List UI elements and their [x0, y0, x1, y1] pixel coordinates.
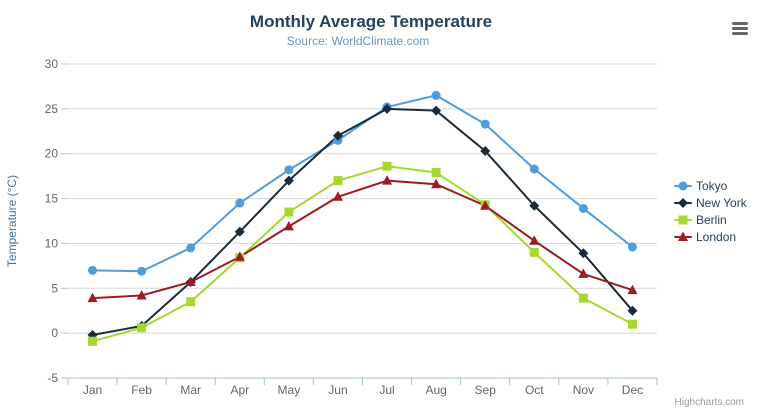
- svg-text:Feb: Feb: [131, 383, 152, 397]
- svg-text:5: 5: [51, 281, 58, 295]
- svg-text:Tokyo: Tokyo: [696, 179, 728, 193]
- svg-text:New York: New York: [696, 196, 748, 210]
- svg-text:Nov: Nov: [573, 383, 594, 397]
- svg-text:10: 10: [45, 236, 59, 250]
- svg-text:Temperature (°C): Temperature (°C): [5, 175, 19, 267]
- svg-text:Jun: Jun: [328, 383, 347, 397]
- svg-text:Mar: Mar: [180, 383, 201, 397]
- svg-text:15: 15: [45, 192, 59, 206]
- svg-text:Berlin: Berlin: [696, 213, 727, 227]
- svg-text:Apr: Apr: [230, 383, 249, 397]
- svg-text:Dec: Dec: [622, 383, 643, 397]
- svg-text:London: London: [696, 230, 736, 244]
- svg-text:Jul: Jul: [379, 383, 394, 397]
- svg-text:0: 0: [51, 326, 58, 340]
- svg-text:Jan: Jan: [83, 383, 102, 397]
- svg-text:Sep: Sep: [475, 383, 497, 397]
- svg-text:Aug: Aug: [425, 383, 446, 397]
- svg-text:25: 25: [45, 102, 59, 116]
- svg-text:20: 20: [45, 147, 59, 161]
- svg-text:Oct: Oct: [525, 383, 544, 397]
- svg-text:30: 30: [45, 57, 59, 71]
- svg-text:-5: -5: [47, 371, 58, 385]
- svg-text:May: May: [278, 383, 301, 397]
